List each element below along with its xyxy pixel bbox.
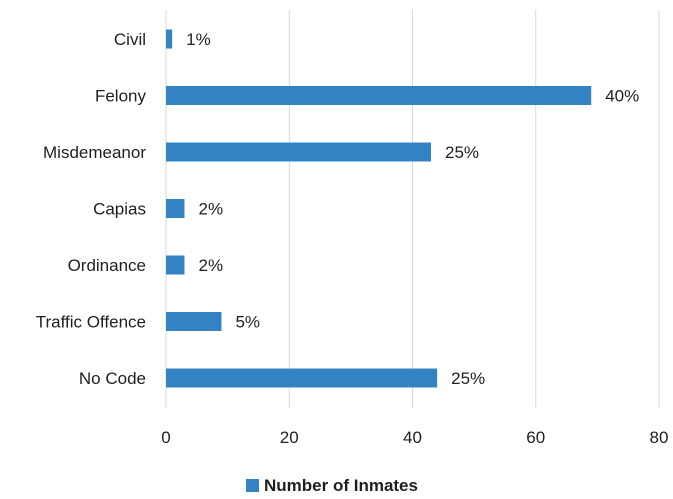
data-labels: 1% 40% 25% 2% 2% 5% 25% [186,30,639,388]
category-label-misdemeanor: Misdemeanor [43,143,146,162]
legend-swatch [246,479,259,492]
category-label-civil: Civil [114,30,146,49]
x-tick-0: 0 [161,428,170,447]
legend: Number of Inmates [246,476,418,495]
gridlines [165,10,660,408]
category-label-capias: Capias [93,200,146,219]
x-tick-40: 40 [403,428,422,447]
bar-traffic-offence [166,312,222,331]
legend-label: Number of Inmates [264,476,418,495]
data-label-no-code: 25% [451,369,485,388]
category-label-no-code: No Code [79,369,146,388]
data-label-felony: 40% [605,87,639,106]
category-label-ordinance: Ordinance [68,256,146,275]
data-label-misdemeanor: 25% [445,143,479,162]
bar-capias [166,199,185,218]
bars [166,29,592,388]
bar-no-code [166,368,438,388]
bar-civil [166,29,173,49]
data-label-traffic-offence: 5% [235,313,260,332]
bar-ordinance [166,255,185,275]
x-tick-60: 60 [526,428,545,447]
bar-felony [166,86,592,105]
category-label-traffic-offence: Traffic Offence [36,313,146,332]
bar-misdemeanor [166,142,431,162]
category-labels: Civil Felony Misdemeanor Capias Ordinance Tra… [36,30,147,388]
x-tick-80: 80 [650,428,669,447]
category-label-felony: Felony [95,87,147,106]
x-tick-20: 20 [280,428,299,447]
data-label-civil: 1% [186,30,211,49]
x-tick-labels: 0 20 40 60 80 [161,428,668,447]
data-label-ordinance: 2% [198,256,223,275]
data-label-capias: 2% [198,200,223,219]
